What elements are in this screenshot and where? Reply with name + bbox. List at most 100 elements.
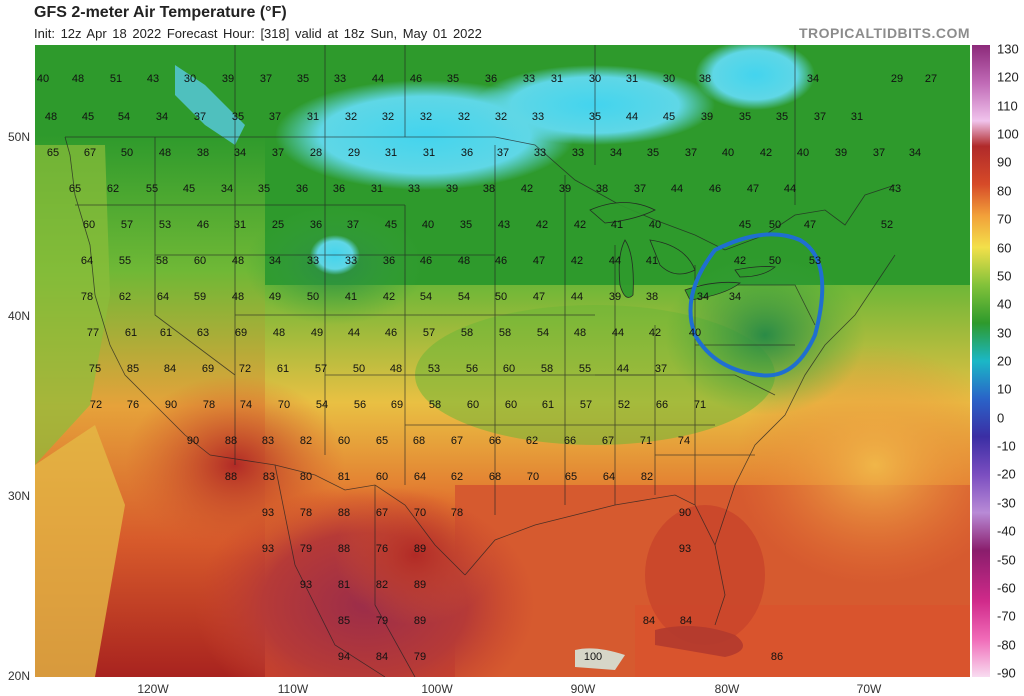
station-value: 40 bbox=[721, 147, 735, 159]
station-value: 62 bbox=[525, 435, 539, 447]
station-value: 36 bbox=[382, 255, 396, 267]
station-value: 100 bbox=[583, 651, 603, 663]
station-value: 38 bbox=[595, 183, 609, 195]
station-value: 70 bbox=[277, 399, 291, 411]
station-value: 83 bbox=[261, 435, 275, 447]
station-value: 49 bbox=[268, 291, 282, 303]
station-value: 34 bbox=[155, 111, 169, 123]
station-value: 72 bbox=[89, 399, 103, 411]
station-value: 37 bbox=[872, 147, 886, 159]
station-value: 44 bbox=[570, 291, 584, 303]
colorbar-tick: -10 bbox=[997, 438, 1016, 454]
station-value: 39 bbox=[445, 183, 459, 195]
station-value: 84 bbox=[679, 615, 693, 627]
lon-label-120w: 120W bbox=[137, 682, 169, 696]
station-value: 39 bbox=[834, 147, 848, 159]
station-value: 49 bbox=[310, 327, 324, 339]
station-value: 78 bbox=[299, 507, 313, 519]
station-value: 79 bbox=[413, 651, 427, 663]
station-value: 48 bbox=[71, 73, 85, 85]
lon-label-80w: 80W bbox=[714, 682, 740, 696]
station-value: 66 bbox=[563, 435, 577, 447]
station-value: 71 bbox=[693, 399, 707, 411]
station-value: 47 bbox=[803, 219, 817, 231]
station-value: 69 bbox=[201, 363, 215, 375]
station-value: 28 bbox=[309, 147, 323, 159]
station-value: 89 bbox=[413, 579, 427, 591]
station-value: 90 bbox=[678, 507, 692, 519]
station-value: 48 bbox=[389, 363, 403, 375]
station-value: 45 bbox=[738, 219, 752, 231]
station-value: 35 bbox=[257, 183, 271, 195]
station-value: 29 bbox=[890, 73, 904, 85]
station-value: 40 bbox=[36, 73, 50, 85]
colorbar-tick: -20 bbox=[997, 466, 1016, 482]
station-value: 64 bbox=[80, 255, 94, 267]
station-value: 29 bbox=[347, 147, 361, 159]
station-value: 80 bbox=[299, 471, 313, 483]
station-value: 37 bbox=[271, 147, 285, 159]
station-value: 53 bbox=[427, 363, 441, 375]
colorbar-tick: 40 bbox=[997, 296, 1012, 312]
station-value: 81 bbox=[337, 471, 351, 483]
station-value: 78 bbox=[450, 507, 464, 519]
station-value: 60 bbox=[193, 255, 207, 267]
station-value: 30 bbox=[662, 73, 676, 85]
station-value: 27 bbox=[924, 73, 938, 85]
station-value: 48 bbox=[44, 111, 58, 123]
station-value: 60 bbox=[504, 399, 518, 411]
brand-watermark[interactable]: TROPICALTIDBITS.COM bbox=[798, 25, 970, 41]
station-value: 40 bbox=[421, 219, 435, 231]
station-value: 57 bbox=[422, 327, 436, 339]
station-value: 88 bbox=[337, 507, 351, 519]
station-value: 77 bbox=[86, 327, 100, 339]
colorbar-tick: 100 bbox=[997, 126, 1019, 142]
colorbar-tick: 50 bbox=[997, 268, 1012, 284]
station-value: 37 bbox=[813, 111, 827, 123]
station-value: 35 bbox=[738, 111, 752, 123]
station-value: 41 bbox=[344, 291, 358, 303]
colorbar-tick: 130 bbox=[997, 41, 1019, 57]
station-value: 46 bbox=[494, 255, 508, 267]
station-value: 57 bbox=[314, 363, 328, 375]
colorbar-tick: 10 bbox=[997, 381, 1012, 397]
station-value: 54 bbox=[117, 111, 131, 123]
station-value: 88 bbox=[224, 471, 238, 483]
station-value: 57 bbox=[120, 219, 134, 231]
station-value: 44 bbox=[371, 73, 385, 85]
station-value: 32 bbox=[494, 111, 508, 123]
station-value: 45 bbox=[182, 183, 196, 195]
station-value: 32 bbox=[457, 111, 471, 123]
station-value: 34 bbox=[908, 147, 922, 159]
station-value: 48 bbox=[573, 327, 587, 339]
station-value: 90 bbox=[186, 435, 200, 447]
station-value: 74 bbox=[239, 399, 253, 411]
station-value: 43 bbox=[497, 219, 511, 231]
station-value: 66 bbox=[655, 399, 669, 411]
station-value: 33 bbox=[333, 73, 347, 85]
station-value: 47 bbox=[532, 255, 546, 267]
station-value: 53 bbox=[808, 255, 822, 267]
station-value: 40 bbox=[796, 147, 810, 159]
station-value: 31 bbox=[384, 147, 398, 159]
station-value: 45 bbox=[662, 111, 676, 123]
lat-label-20n: 20N bbox=[7, 669, 30, 683]
station-value: 40 bbox=[688, 327, 702, 339]
station-value: 79 bbox=[299, 543, 313, 555]
temperature-map[interactable]: 40 48 51 43 30 39 37 35 33 44 46 35 36 33 31 30 31 30 38 34… bbox=[35, 45, 970, 677]
station-value: 35 bbox=[459, 219, 473, 231]
station-value: 67 bbox=[450, 435, 464, 447]
station-value: 36 bbox=[332, 183, 346, 195]
colorbar-tick: 60 bbox=[997, 240, 1012, 256]
station-value: 37 bbox=[346, 219, 360, 231]
station-value: 61 bbox=[124, 327, 138, 339]
station-value: 57 bbox=[579, 399, 593, 411]
station-value: 54 bbox=[536, 327, 550, 339]
station-value: 64 bbox=[156, 291, 170, 303]
station-value: 47 bbox=[746, 183, 760, 195]
colorbar-tick: 0 bbox=[997, 410, 1005, 426]
station-value: 44 bbox=[625, 111, 639, 123]
station-value: 36 bbox=[460, 147, 474, 159]
station-value: 31 bbox=[625, 73, 639, 85]
station-value: 69 bbox=[234, 327, 248, 339]
